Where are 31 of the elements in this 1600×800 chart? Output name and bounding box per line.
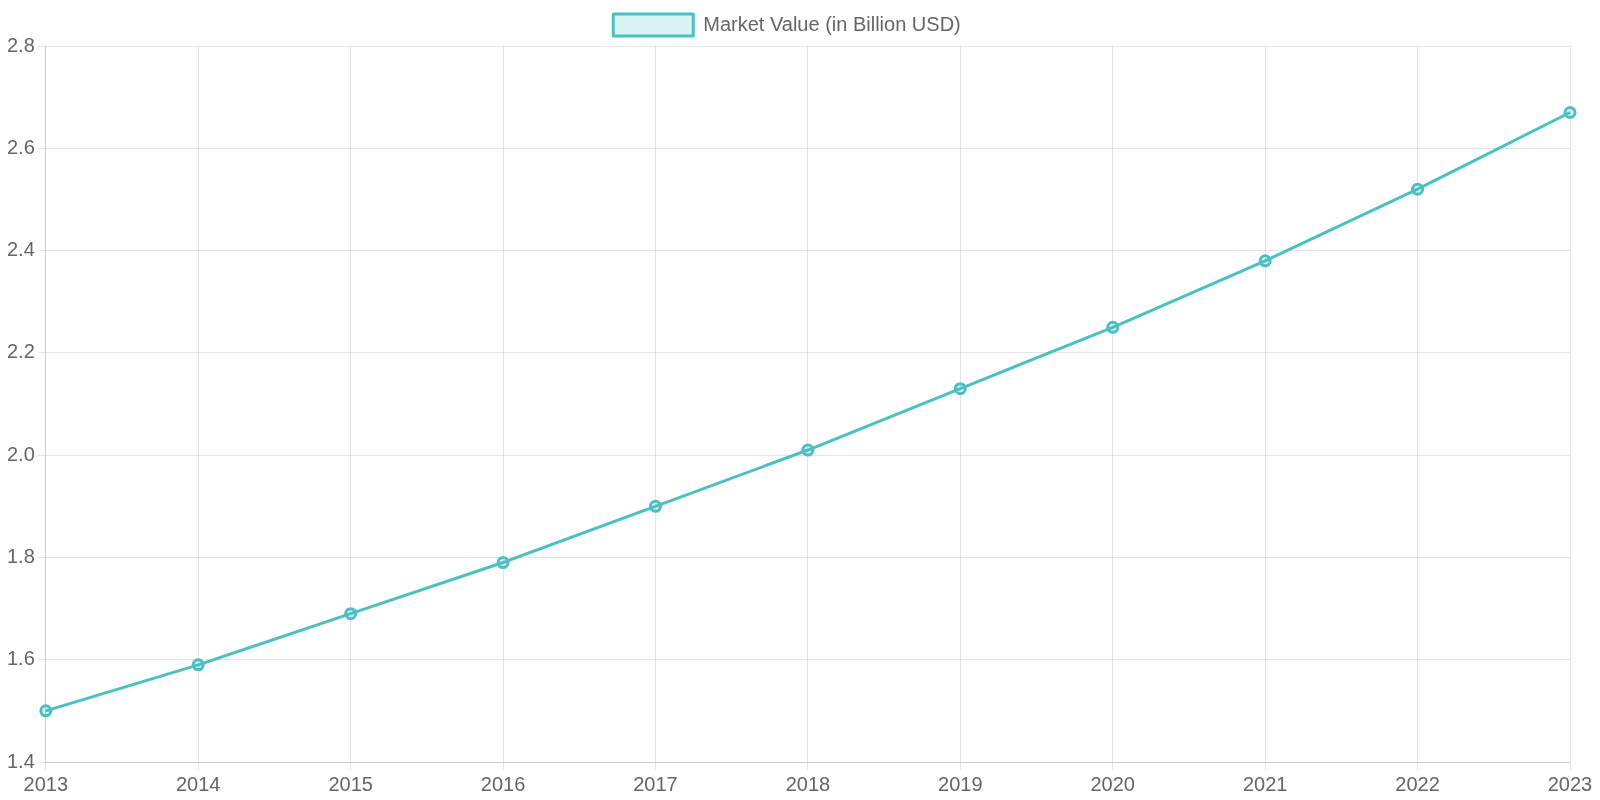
x-tick-label: 2016 (480, 772, 526, 795)
point (191, 658, 205, 672)
x-tick-label: 2013 (23, 772, 69, 795)
x-tick-label: 2014 (175, 772, 221, 795)
y-tick-label: 1.4 (6, 749, 35, 772)
x-tick-label: 2018 (785, 772, 831, 795)
x-tick-label: 2021 (1242, 772, 1288, 795)
point (1563, 105, 1577, 119)
x-tick-label: 2019 (938, 772, 983, 795)
point (496, 556, 510, 570)
y-tick-label: 2.0 (6, 442, 35, 465)
x-tick-label: 2023 (1547, 772, 1593, 795)
point (1258, 254, 1272, 268)
legend-label: Market Value (in Billion USD) (703, 12, 961, 35)
x-tick-label: 2022 (1395, 772, 1440, 795)
y-tick-label: 2.2 (6, 340, 35, 363)
point (648, 499, 662, 513)
point (344, 607, 358, 621)
point (801, 443, 815, 457)
point (39, 704, 53, 718)
point (953, 382, 967, 396)
point (1106, 320, 1120, 334)
y-tick-label: 1.6 (6, 647, 35, 670)
x-tick-label: 2015 (328, 772, 373, 795)
x-tick-label: 2020 (1090, 772, 1135, 795)
y-tick-label: 2.4 (6, 238, 35, 261)
y-tick-label: 2.6 (6, 135, 35, 158)
point (1411, 182, 1425, 196)
y-tick-label: 2.8 (6, 33, 35, 56)
y-tick-label: 1.8 (6, 544, 35, 567)
x-tick-label: 2017 (633, 772, 678, 795)
